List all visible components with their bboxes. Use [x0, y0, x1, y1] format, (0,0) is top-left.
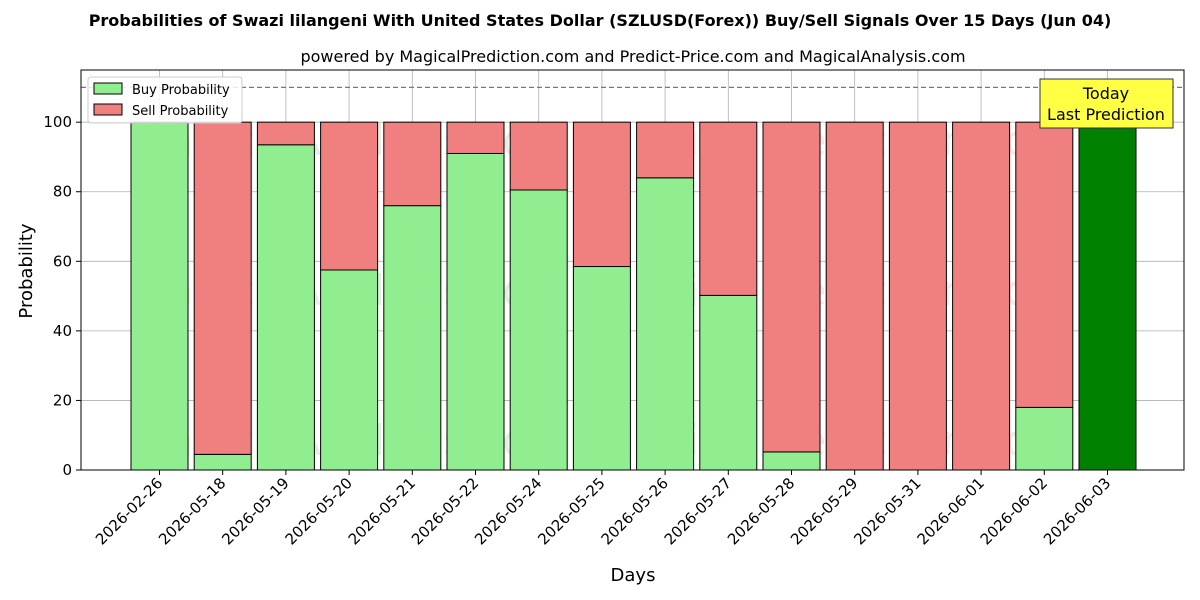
x-tick-label: 2026-06-03 [1040, 474, 1114, 548]
today-annotation: Today Last Prediction [1039, 78, 1174, 129]
y-tick-label: 0 [62, 461, 72, 479]
bar-sell-2026-06-02 [1015, 121, 1074, 408]
bar-sell-2026-05-18 [193, 121, 252, 455]
legend-frame [87, 76, 243, 124]
legend-sell-swatch [93, 103, 123, 116]
x-tick-label: 2026-05-18 [155, 474, 229, 548]
x-tick-label: 2026-05-25 [534, 474, 608, 548]
x-tick-label: 2026-05-19 [218, 474, 292, 548]
bar-sell-2026-05-24 [509, 121, 568, 191]
legend-buy-label: Buy Probability [132, 83, 230, 98]
plot-area: MagicalAnalysis.comMagicalPrediction.com… [43, 69, 1185, 548]
bar-buy-2026-05-22 [446, 152, 505, 471]
bar-buy-2026-05-25 [572, 266, 631, 471]
x-tick-label: 2026-05-28 [724, 474, 798, 548]
x-tick-label: 2026-05-22 [408, 474, 482, 548]
y-tick-label: 100 [43, 113, 72, 131]
bar-buy-2026-05-24 [509, 189, 568, 471]
x-tick-label: 2026-05-21 [345, 474, 419, 548]
x-tick-label: 2026-06-02 [977, 474, 1051, 548]
x-tick-label: 2026-06-01 [914, 474, 988, 548]
x-tick-label: 2026-05-26 [598, 474, 672, 548]
x-tick-label: 2026-05-31 [850, 474, 924, 548]
x-tick-label: 2026-05-20 [282, 474, 356, 548]
x-axis-label: Days [611, 565, 656, 586]
chart-subtitle: powered by MagicalPrediction.com and Pre… [300, 47, 965, 66]
bar-sell-2026-05-26 [636, 121, 695, 179]
bar-buy-2026-02-26 [130, 121, 189, 471]
annotation-line-today: Today [1082, 84, 1129, 103]
bar-sell-2026-05-20 [320, 121, 379, 271]
chart-title: Probabilities of Swazi lilangeni With Un… [89, 11, 1112, 30]
bar-sell-2026-05-28 [762, 121, 821, 453]
bar-buy-2026-05-19 [256, 144, 315, 471]
bar-sell-2026-05-27 [699, 121, 758, 296]
bar-buy-2026-05-21 [383, 205, 442, 471]
y-tick-label: 20 [53, 391, 72, 409]
annotation-box [1039, 78, 1174, 129]
bar-sell-2026-05-19 [256, 121, 315, 146]
legend-sell-label: Sell Probability [132, 104, 229, 119]
bar-buy-2026-05-28 [762, 451, 821, 471]
bar-sell-2026-06-01 [952, 121, 1011, 471]
bar-sell-2026-05-25 [572, 121, 631, 268]
y-tick-label: 60 [53, 252, 72, 270]
annotation-line-last-prediction: Last Prediction [1047, 105, 1165, 124]
y-tick-label: 80 [53, 183, 72, 201]
bar-buy-2026-05-26 [636, 177, 695, 471]
legend: Buy Probability Sell Probability [87, 76, 243, 124]
bar-sell-2026-05-29 [825, 121, 884, 471]
x-tick-label: 2026-05-29 [787, 474, 861, 548]
x-tick-label: 2026-05-24 [471, 474, 545, 548]
bar-buy-2026-06-02 [1015, 406, 1074, 471]
legend-buy-swatch [93, 82, 123, 95]
bar-sell-2026-05-22 [446, 121, 505, 154]
bar-sell-2026-05-31 [888, 121, 947, 471]
y-axis-label: Probability [16, 223, 37, 318]
y-tick-label: 40 [53, 322, 72, 340]
bar-buy-2026-06-03 [1078, 121, 1137, 471]
bar-buy-2026-05-27 [699, 294, 758, 471]
bar-buy-2026-05-20 [320, 269, 379, 471]
bar-buy-2026-05-18 [193, 453, 252, 471]
x-tick-label: 2026-02-26 [92, 474, 166, 548]
x-tick-label: 2026-05-27 [661, 474, 735, 548]
plot-frame [80, 69, 1185, 471]
bar-sell-2026-05-21 [383, 121, 442, 207]
